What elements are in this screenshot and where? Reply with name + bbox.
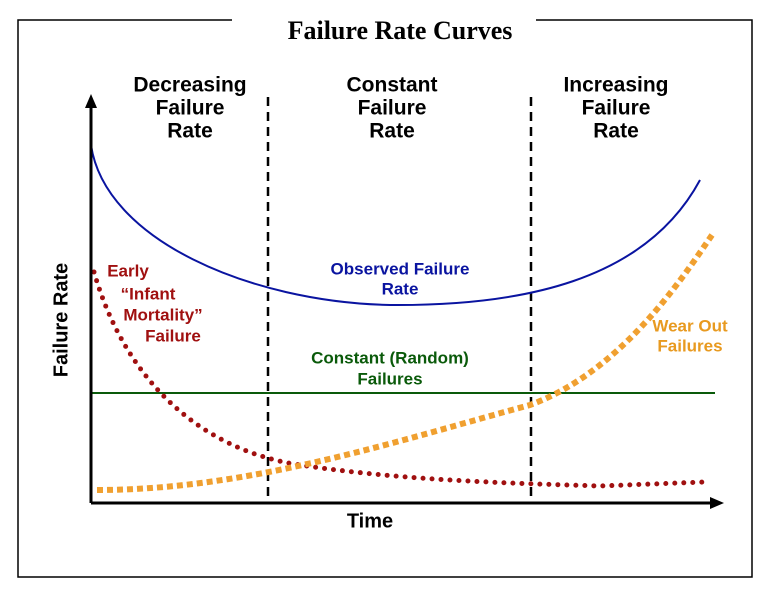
region-label: Rate [167,120,213,143]
x-label: Time [347,510,393,532]
curve-label: Mortality” [123,305,202,324]
region-label: Rate [593,120,639,143]
curve-label: Observed Failure [331,259,470,278]
region-label: Failure [582,97,651,120]
wearout-curve [96,233,715,493]
region-label: Increasing [563,74,668,97]
y-arrow [85,94,97,108]
region-label: Failure [358,97,427,120]
region-label: Decreasing [133,74,246,97]
title-gap [232,14,536,28]
curve-label: Rate [382,279,419,298]
curve-label: Failure [145,326,201,345]
region-label: Failure [156,97,225,120]
curve-label: Early [107,261,149,280]
region-label: Constant [347,74,438,97]
observed-curve [90,144,701,307]
curve-label: “Infant [121,284,176,303]
y-label: Failure Rate [50,263,72,377]
curve-label: Failures [357,369,422,388]
curve-label: Failures [657,336,722,355]
curve-label: Wear Out [652,316,728,335]
region-label: Rate [369,120,415,143]
curve-label: Constant (Random) [311,348,469,367]
x-arrow [710,497,724,509]
title: Failure Rate Curves [288,16,513,45]
